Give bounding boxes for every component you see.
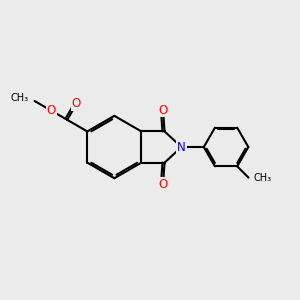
Text: CH₃: CH₃	[254, 172, 272, 183]
Text: O: O	[72, 98, 81, 110]
Text: O: O	[158, 103, 168, 116]
Text: N: N	[177, 140, 186, 154]
Text: CH₃: CH₃	[11, 93, 29, 103]
Text: O: O	[46, 104, 56, 117]
Text: O: O	[158, 178, 168, 190]
